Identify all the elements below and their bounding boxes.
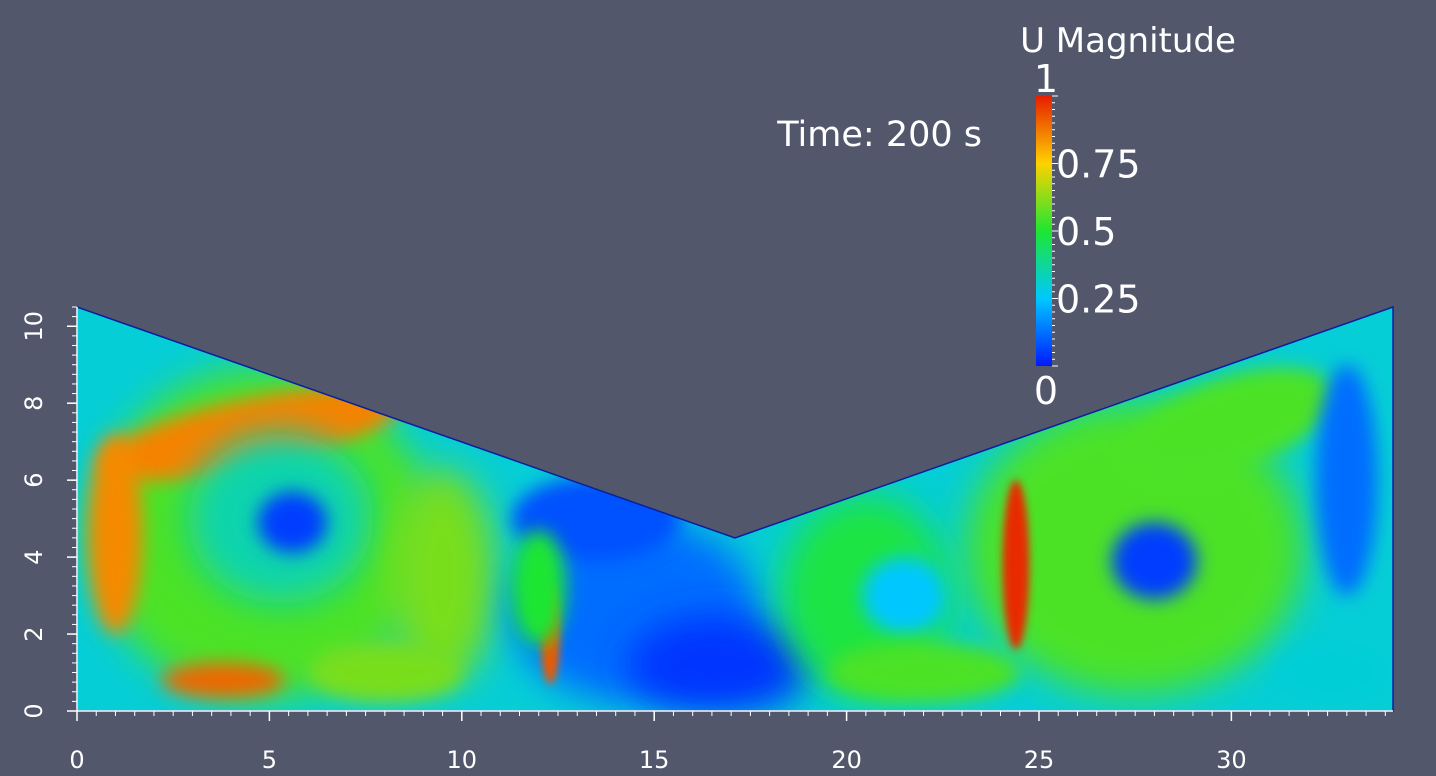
x-tick-label: 20 xyxy=(831,746,862,774)
x-tick-label: 15 xyxy=(639,746,670,774)
field-region xyxy=(88,433,143,635)
field-region xyxy=(388,468,497,685)
colorbar xyxy=(1036,96,1052,366)
colorbar-tick-label: 0.25 xyxy=(1056,278,1141,322)
y-tick-label: 10 xyxy=(20,311,48,342)
colorbar-tick-label: 0.75 xyxy=(1056,143,1141,187)
colorbar-tick-label: 0.5 xyxy=(1056,210,1116,254)
colorbar-tick-label: 0 xyxy=(1034,369,1058,413)
field-region xyxy=(99,387,401,481)
field-region xyxy=(1002,480,1030,650)
x-tick-label: 0 xyxy=(69,746,84,774)
field-region xyxy=(257,491,328,554)
y-tick-label: 4 xyxy=(20,549,48,564)
field-region xyxy=(827,641,1020,704)
field-region xyxy=(1316,364,1378,596)
colorbar-ticks: 1 0.75 0.5 0.25 0 xyxy=(1034,57,1141,413)
colorbar-tick-label: 1 xyxy=(1034,57,1058,101)
y-tick-label: 0 xyxy=(20,703,48,718)
field-region xyxy=(161,662,285,698)
x-tick-label: 25 xyxy=(1024,746,1055,774)
y-tick-label: 6 xyxy=(20,473,48,488)
x-tick-label: 5 xyxy=(262,746,277,774)
field-region xyxy=(1112,522,1197,600)
field-region xyxy=(511,530,566,646)
field-region xyxy=(861,557,947,635)
field-region xyxy=(1127,367,1335,478)
y-tick-label: 8 xyxy=(20,396,48,411)
field-region xyxy=(627,614,812,711)
x-tick-label: 10 xyxy=(447,746,478,774)
field-region xyxy=(1273,641,1390,704)
time-annotation: Time: 200 s xyxy=(776,115,982,155)
x-tick-label: 30 xyxy=(1216,746,1247,774)
colorbar-title: U Magnitude xyxy=(1020,21,1236,61)
axes: 0 5 10 15 20 25 30 0 2 4 6 8 10 xyxy=(20,306,1393,774)
y-tick-label: 2 xyxy=(20,626,48,641)
velocity-field xyxy=(77,307,1393,711)
field-region xyxy=(307,641,462,704)
